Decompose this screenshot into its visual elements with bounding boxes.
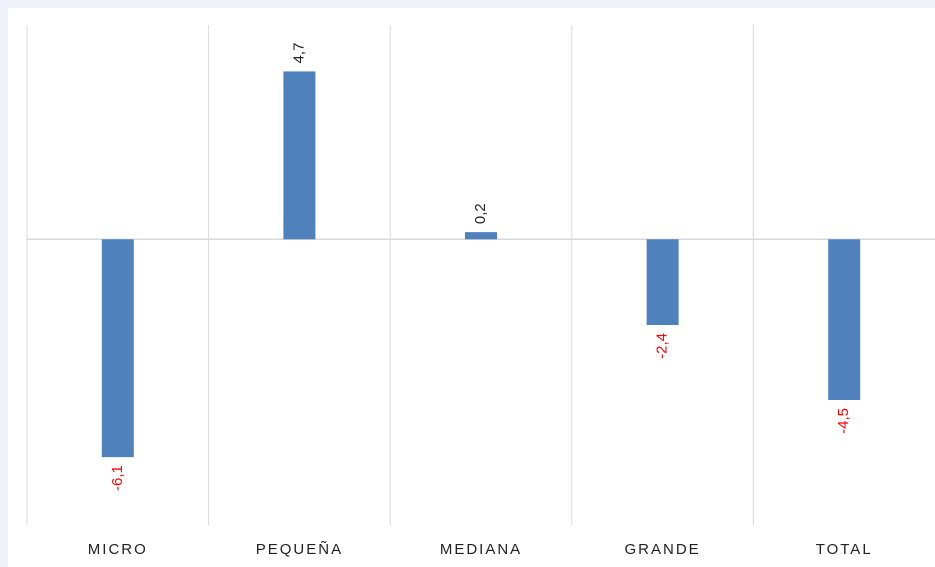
x-tick-label: MEDIANA [440,541,522,558]
bar [828,239,861,400]
x-tick-label: GRANDE [625,541,701,558]
plot-background [8,8,935,567]
data-label: -2,4 [654,333,671,359]
bar [646,239,679,325]
data-label: -6,1 [109,465,126,491]
x-tick-label: PEQUEÑA [256,541,343,558]
x-tick-label: TOTAL [816,541,873,558]
bar [101,239,134,458]
x-tick-label: MICRO [88,541,148,558]
data-label: 0,2 [472,203,489,224]
data-label: -4,5 [835,408,852,434]
bar [465,232,497,240]
bar [283,71,316,240]
data-label: 4,7 [290,43,307,64]
